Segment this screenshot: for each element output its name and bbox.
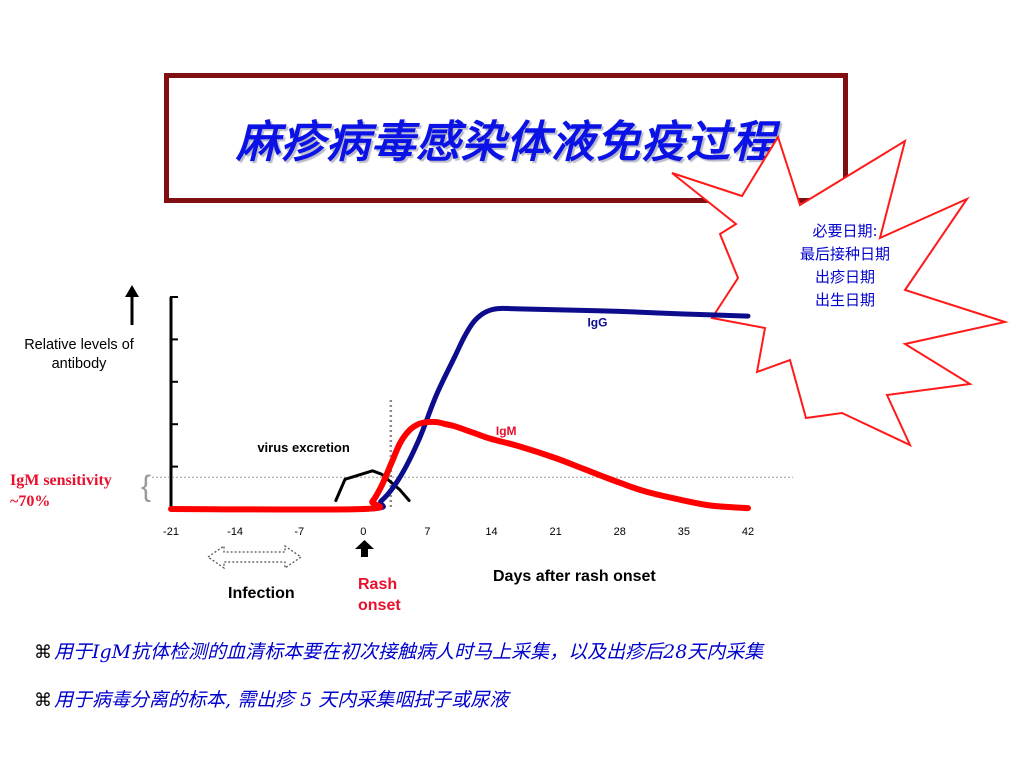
command-bullet-icon: ⌘ [34,690,52,711]
annotations-layer: IgG IgM virus excretion [257,316,607,455]
x-tick-label: -7 [294,526,304,538]
y-axis-label: Relative levels of antibody [4,336,154,374]
x-tick-labels: -21 -14 -7 0 7 14 21 28 35 42 [163,526,754,538]
callout-line: 出生日期 [814,291,875,309]
bullet-text: 用于IgM抗体检测的血清标本要在初次接触病人时马上采集，以及出疹后28天内采集 [54,641,764,663]
x-tick-label: 42 [742,526,754,538]
brace-icon: { [141,470,152,503]
x-tick-label: -14 [227,526,243,538]
infection-period-arrow [206,544,303,570]
x-tick-label: 7 [424,526,430,538]
up-arrow-icon [125,285,139,325]
callout-line: 出疹日期 [814,268,875,286]
igm-sensitivity-line: ~70% [10,493,51,510]
x-axis-title: Days after rash onset [493,568,656,585]
series-layer [168,305,751,513]
bullet-text: 用于病毒分离的标本, 需出疹 5 天内采集咽拭子或尿液 [54,689,509,711]
infection-label: Infection [228,585,295,602]
series-line-igm [168,418,751,513]
command-bullet-icon: ⌘ [34,642,52,663]
series-line-virus-excretion [334,469,411,503]
x-tick-label: 14 [485,526,497,538]
igm-sensitivity-line: IgM sensitivity [10,472,112,489]
starburst-callout [671,134,1009,448]
series-line-igg [168,305,751,513]
callout-line: 必要日期: [812,222,878,240]
annotation-virus-excretion: virus excretion [257,440,350,455]
bullet-item: ⌘ 用于病毒分离的标本, 需出疹 5 天内采集咽拭子或尿液 [34,685,508,712]
x-tick-label: 0 [360,526,366,538]
rash-onset-line: onset [358,597,401,614]
x-tick-label: -21 [163,526,179,538]
y-axis-label-line: Relative levels of [24,337,134,353]
annotation-igm: IgM [496,424,517,438]
annotation-igg: IgG [587,316,607,330]
x-tick-label: 21 [550,526,562,538]
y-axis-label-line: antibody [51,356,107,372]
callout-text: 必要日期: 最后接种日期 出疹日期 出生日期 [760,220,930,312]
x-tick-label: 28 [614,526,626,538]
callout-line: 最后接种日期 [799,245,890,263]
title-box: 麻疹病毒感染体液免疫过程 [164,73,848,203]
rash-onset-label: Rash onset [358,574,401,616]
rash-onset-arrow-icon [355,540,374,557]
igm-sensitivity-label: IgM sensitivity ~70% [10,470,112,512]
slide-title: 麻疹病毒感染体液免疫过程 [236,117,776,168]
rash-onset-line: Rash [358,576,398,593]
bullet-item: ⌘ 用于IgM抗体检测的血清标本要在初次接触病人时马上采集，以及出疹后28天内采集 [34,637,763,664]
x-tick-label: 35 [678,526,690,538]
